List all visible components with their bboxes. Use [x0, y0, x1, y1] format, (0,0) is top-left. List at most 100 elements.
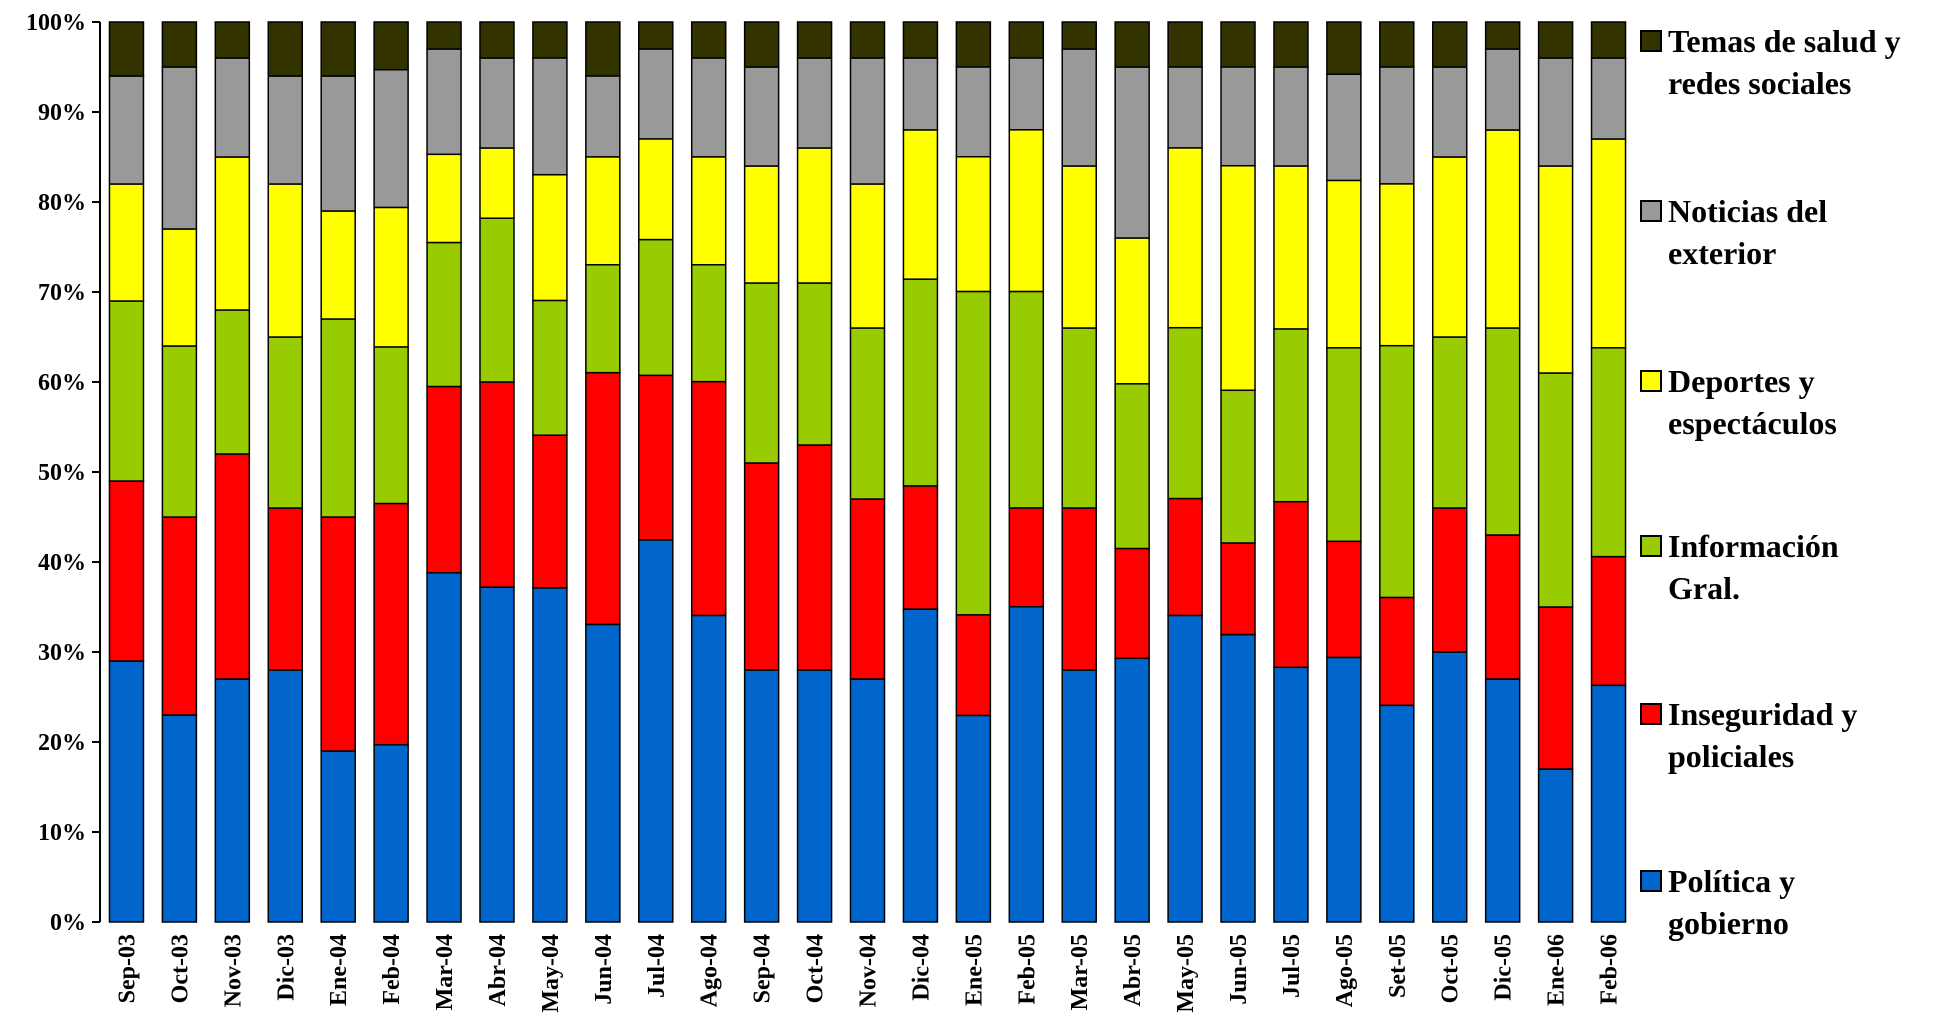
bar-segment	[320, 21, 356, 77]
bar-segment	[532, 587, 568, 923]
y-tick-label: 90%	[38, 100, 86, 126]
bar-segment	[955, 714, 992, 923]
legend-item-exterior: Noticias del exterior	[1640, 190, 1918, 274]
bar-segment	[214, 309, 251, 455]
bar-segment	[849, 498, 886, 680]
x-tick-label: May-05	[1173, 934, 1199, 1013]
bar-segment	[532, 173, 568, 302]
bar-segment	[479, 217, 515, 383]
bar-segment	[479, 381, 515, 588]
bar-segment	[585, 75, 621, 158]
legend-label-salud: Temas de salud y redes sociales	[1668, 23, 1901, 101]
bar-segment	[1431, 21, 1468, 68]
bar-segment	[479, 57, 515, 149]
bar-segment	[1484, 21, 1521, 50]
bar-segment	[1379, 183, 1415, 347]
bar-segment	[532, 21, 568, 59]
bar-segment	[532, 434, 568, 589]
bar-segment	[161, 516, 198, 716]
bar-segment	[1590, 347, 1627, 558]
bar-segment	[1008, 21, 1045, 59]
bar-segment	[1379, 21, 1415, 68]
bar-segment	[320, 75, 356, 212]
bar-segment	[585, 371, 621, 626]
bar-segment	[373, 21, 409, 71]
bar-segment	[108, 660, 145, 923]
x-tick-label: Sep-04	[750, 934, 776, 1003]
legend-item-deportes: Deportes y espectáculos	[1640, 360, 1918, 444]
y-tick-label: 30%	[38, 640, 86, 666]
bar-segment	[373, 206, 409, 348]
bar-segment	[796, 21, 833, 59]
legend-label-inseguridad: Inseguridad y policiales	[1668, 696, 1858, 774]
x-tick-label: Dic-05	[1491, 934, 1517, 1001]
legend-label-exterior: Noticias del exterior	[1668, 193, 1828, 271]
bar-segment	[902, 57, 939, 131]
x-tick-label: Nov-04	[856, 934, 882, 1007]
x-tick-label: Nov-03	[220, 934, 246, 1007]
x-tick-label: Abr-05	[1120, 934, 1146, 1006]
x-tick-label: Sep-03	[114, 934, 140, 1003]
bar-segment	[161, 66, 198, 230]
legend-label-deportes: Deportes y espectáculos	[1668, 363, 1837, 441]
bar-segment	[1061, 48, 1097, 167]
bar-segment	[1484, 48, 1521, 131]
bar-segment	[638, 138, 674, 241]
bar-segment	[585, 623, 621, 923]
bar-segment	[796, 57, 833, 149]
x-tick-label: Ago-05	[1332, 934, 1358, 1007]
bar-segment	[743, 669, 780, 923]
bar-segment	[1061, 165, 1097, 329]
bar-segment	[849, 327, 886, 500]
bar-segment	[267, 75, 304, 185]
bar-segment	[796, 147, 833, 284]
bar-segment	[955, 21, 992, 68]
legend-item-salud: Temas de salud y redes sociales	[1640, 20, 1918, 104]
bar-segment	[267, 336, 304, 509]
bar-segment	[1167, 614, 1203, 923]
legend-swatch-informacion	[1640, 535, 1662, 557]
bar-segment	[902, 278, 939, 487]
bar-segment	[1061, 21, 1097, 50]
legend-swatch-deportes	[1640, 370, 1662, 392]
bar-segment	[1431, 651, 1468, 923]
x-tick-label: Set-05	[1385, 934, 1411, 998]
y-tick-label: 80%	[38, 190, 86, 216]
x-tick-label: Ene-06	[1544, 934, 1570, 1006]
bar-segment	[585, 156, 621, 266]
bar-segment	[1008, 605, 1045, 923]
bar-segment	[849, 21, 886, 59]
bar-segment	[426, 241, 462, 388]
x-tick-label: Oct-03	[167, 934, 193, 1003]
bar-segment	[1431, 507, 1468, 653]
bar-segment	[108, 21, 145, 77]
bar-segment	[532, 57, 568, 176]
bar-segment	[1537, 57, 1574, 167]
x-tick-label: Oct-05	[1438, 934, 1464, 1003]
bar-segment	[320, 516, 356, 752]
bar-segment	[479, 586, 515, 923]
bar-segment	[214, 21, 251, 59]
legend-item-inseguridad: Inseguridad y policiales	[1640, 693, 1918, 777]
bar-segment	[902, 485, 939, 610]
bar-segment	[743, 21, 780, 68]
bar-segment	[1061, 327, 1097, 509]
bar-segment	[1273, 165, 1309, 330]
bar-segment	[1114, 383, 1150, 550]
bar-segment	[1379, 704, 1415, 923]
bar-segment	[426, 572, 462, 923]
x-tick-label: Dic-03	[273, 934, 299, 1001]
x-tick-label: Jul-05	[1279, 934, 1305, 998]
bar-segment	[1114, 657, 1150, 923]
bar-segment	[267, 183, 304, 338]
bar-segment	[1114, 547, 1150, 660]
x-tick-label: Ago-04	[697, 934, 723, 1007]
bar-segment	[1537, 606, 1574, 770]
x-tick-label: Ene-05	[961, 934, 987, 1006]
bar-segment	[1167, 497, 1203, 617]
bar-segment	[638, 48, 674, 140]
bar-segment	[1326, 540, 1362, 659]
bar-segment	[690, 156, 727, 266]
bar-segment	[108, 183, 145, 302]
bar-segment	[1220, 164, 1256, 392]
